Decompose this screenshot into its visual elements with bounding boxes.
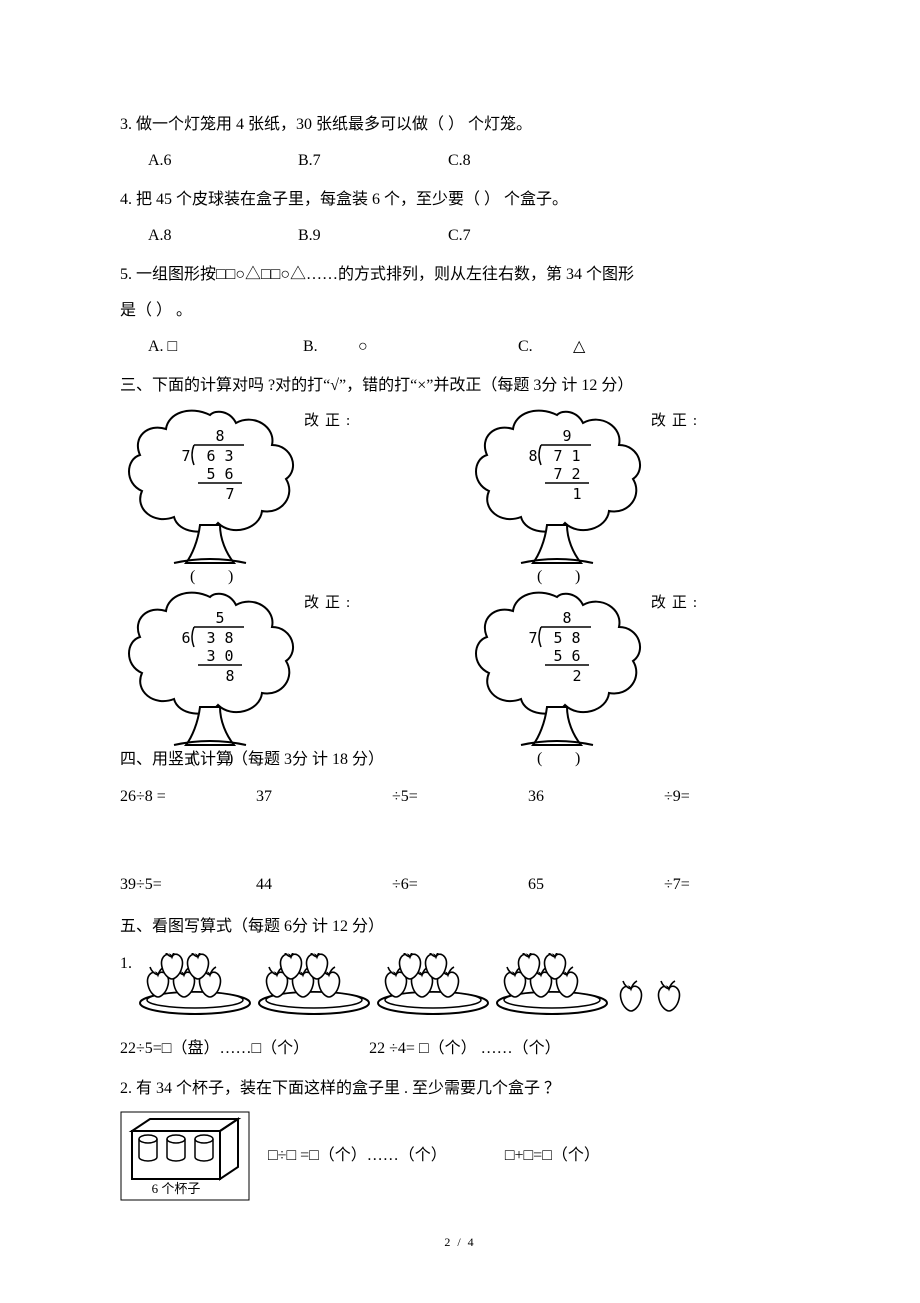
svg-text:3 8: 3 8 <box>206 629 233 647</box>
worksheet-page: 3. 做一个灯笼用 4 张纸，30 张纸最多可以做（ ） 个灯笼。 A.6 B.… <box>0 0 920 1294</box>
sec4-row-2: 39÷5= 44 ÷6= 65 ÷7= <box>120 870 800 900</box>
svg-text:(: ( <box>537 568 542 585</box>
correction-label: 改正: <box>651 589 703 618</box>
sec5-apple-plates <box>138 953 686 1026</box>
svg-text:5 6: 5 6 <box>206 465 233 483</box>
svg-text:7 1: 7 1 <box>553 447 580 465</box>
section-5-title: 五、看图写算式（每题 6分 计 12 分） <box>120 912 800 942</box>
sec4-r1-c: ÷5= <box>392 782 528 812</box>
sec5-eq1a: 22÷5=□（盘）……□（个） <box>120 1034 309 1064</box>
sec5-q2: 2. 有 34 个杯子，装在下面这样的盒子里 . 至少需要几个盒子 ？ <box>120 1074 800 1104</box>
cup-box-icon: 6 个杯子 <box>120 1111 250 1201</box>
correction-label: 改正: <box>304 407 356 436</box>
sec5-q1-label: 1. <box>120 949 132 979</box>
question-4-options: A.8 B.9 C.7 <box>120 221 800 251</box>
question-3-options: A.6 B.7 C.8 <box>120 146 800 176</box>
svg-text:6 个杯子: 6 个杯子 <box>152 1181 201 1196</box>
svg-text:5 6: 5 6 <box>553 647 580 665</box>
section-3-title: 三、下面的计算对吗 ?对的打“√”，错的打“×”并改正（每题 3分 计 12 分… <box>120 371 800 401</box>
tree-problem-2: 9 8 7 1 7 2 1 ( ) 改正: <box>467 407 800 585</box>
svg-text:7: 7 <box>181 447 190 465</box>
sec5-eq2a: □÷□ =□（个）……（个） <box>268 1141 447 1171</box>
correction-label: 改正: <box>304 589 356 618</box>
q3-opt-b: B.7 <box>298 146 448 176</box>
sec4-r2-a: 39÷5= <box>120 870 256 900</box>
svg-text:5 8: 5 8 <box>553 629 580 647</box>
sec4-row-1: 26÷8 = 37 ÷5= 36 ÷9= <box>120 782 800 812</box>
q4-opt-b: B.9 <box>298 221 448 251</box>
sec5-q1-equations: 22÷5=□（盘）……□（个） 22 ÷4= □（个） ……（个） <box>120 1034 800 1064</box>
loose-apple <box>614 975 648 1026</box>
sec4-r1-b: 37 <box>256 782 392 812</box>
sec4-r2-c: ÷6= <box>392 870 528 900</box>
svg-text:7: 7 <box>528 629 537 647</box>
svg-text:8: 8 <box>225 667 234 685</box>
apple-plate <box>495 953 610 1026</box>
svg-text:): ) <box>575 568 580 585</box>
svg-text:6: 6 <box>181 629 190 647</box>
svg-text:8: 8 <box>528 447 537 465</box>
svg-text:7 2: 7 2 <box>553 465 580 483</box>
tree-problem-3: 5 6 3 8 3 0 8 ( ) 改正: <box>120 589 453 767</box>
apple-plate <box>376 953 491 1026</box>
sec4-r1-a: 26÷8 = <box>120 782 256 812</box>
svg-text:6 3: 6 3 <box>206 447 233 465</box>
sec5-eq2b: □+□=□（个） <box>505 1141 600 1171</box>
loose-apple <box>652 975 686 1026</box>
q3-opt-c: C.8 <box>448 146 471 176</box>
svg-text:8: 8 <box>562 609 571 627</box>
question-4: 4. 把 45 个皮球装在盒子里，每盒装 6 个，至少要（ ） 个盒子。 <box>120 185 800 215</box>
svg-text:8: 8 <box>215 427 224 445</box>
svg-text:7: 7 <box>225 485 234 503</box>
svg-text:(: ( <box>190 568 195 585</box>
q5-opt-c-symbol: △ <box>573 332 585 362</box>
q5-opt-b: B. <box>303 332 358 362</box>
question-5-options: A. □ B. ○ C. △ <box>120 332 800 362</box>
correction-label: 改正: <box>651 407 703 436</box>
sec4-r1-e: ÷9= <box>664 782 800 812</box>
q4-opt-c: C.7 <box>448 221 471 251</box>
tree-problem-4: 8 7 5 8 5 6 2 ( ) 改正: <box>467 589 800 767</box>
sec5-q2-row: 6 个杯子 □÷□ =□（个）……（个） □+□=□（个） <box>120 1111 800 1201</box>
q5-opt-a: A. □ <box>148 332 303 362</box>
svg-text:5: 5 <box>215 609 224 627</box>
svg-text:): ) <box>575 750 580 767</box>
apple-plate <box>257 953 372 1026</box>
sec5-eq1b: 22 ÷4= □（个） ……（个） <box>369 1034 560 1064</box>
q3-opt-a: A.6 <box>148 146 298 176</box>
tree-problem-1: 8 7 6 3 5 6 7 ( ) 改正: <box>120 407 453 585</box>
apple-plate <box>138 953 253 1026</box>
question-3: 3. 做一个灯笼用 4 张纸，30 张纸最多可以做（ ） 个灯笼。 <box>120 110 800 140</box>
svg-text:3 0: 3 0 <box>206 647 233 665</box>
svg-text:(: ( <box>537 750 542 767</box>
sec4-r2-e: ÷7= <box>664 870 800 900</box>
section-3-figures: 8 7 6 3 5 6 7 ( ) 改正: 9 8 7 1 7 2 1 <box>120 407 800 771</box>
q5-opt-c: C. <box>518 332 573 362</box>
sec4-r2-d: 65 <box>528 870 664 900</box>
question-5-line2: 是（ ） 。 <box>120 296 800 326</box>
svg-text:): ) <box>228 568 233 585</box>
sec4-r2-b: 44 <box>256 870 392 900</box>
svg-text:2: 2 <box>572 667 581 685</box>
svg-text:9: 9 <box>562 427 571 445</box>
q5-opt-b-symbol: ○ <box>358 332 518 362</box>
question-5-line1: 5. 一组图形按□□○△□□○△……的方式排列，则从左往右数，第 34 个图形 <box>120 260 800 290</box>
q4-opt-a: A.8 <box>148 221 298 251</box>
sec4-r1-d: 36 <box>528 782 664 812</box>
page-number: 2 / 4 <box>120 1231 800 1254</box>
svg-text:1: 1 <box>572 485 581 503</box>
